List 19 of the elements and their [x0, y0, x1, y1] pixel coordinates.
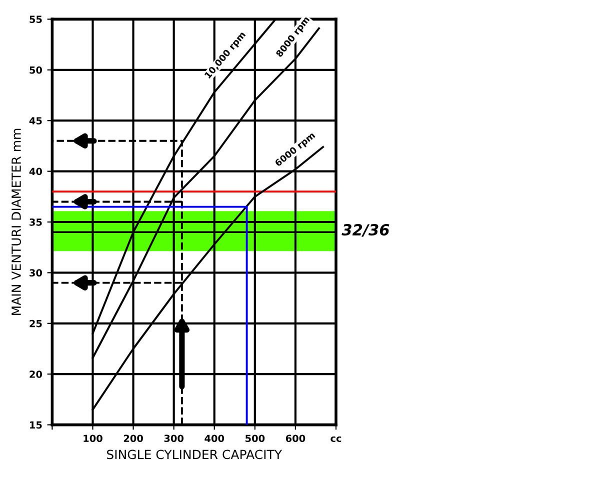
x-tick-label: 500: [246, 434, 265, 442]
x-axis-title: SINGLE CYLINDER CAPACITY: [106, 450, 282, 460]
x-tick-label: cc: [330, 436, 342, 442]
band-label: 32/36: [342, 224, 390, 237]
y-tick-label: 45: [29, 117, 42, 124]
y-tick-label: 55: [30, 16, 42, 24]
x-tick-label: 200: [124, 434, 143, 442]
x-tick-label: 100: [84, 434, 102, 442]
x-tick-label: 300: [164, 434, 184, 442]
y-tick-label: 20: [30, 370, 42, 378]
y-tick-label: 40: [29, 168, 42, 176]
y-tick-label: 15: [30, 421, 42, 429]
x-tick-label: 400: [204, 434, 224, 442]
y-tick-label: 50: [30, 66, 42, 74]
y-tick-label: 25: [30, 320, 42, 328]
y-tick-label: 35: [30, 218, 42, 226]
y-axis-title: MAIN VENTURI DIAMETER mm: [12, 128, 21, 315]
y-tick-label: 30: [30, 269, 42, 277]
x-tick-label: 600: [286, 434, 306, 442]
